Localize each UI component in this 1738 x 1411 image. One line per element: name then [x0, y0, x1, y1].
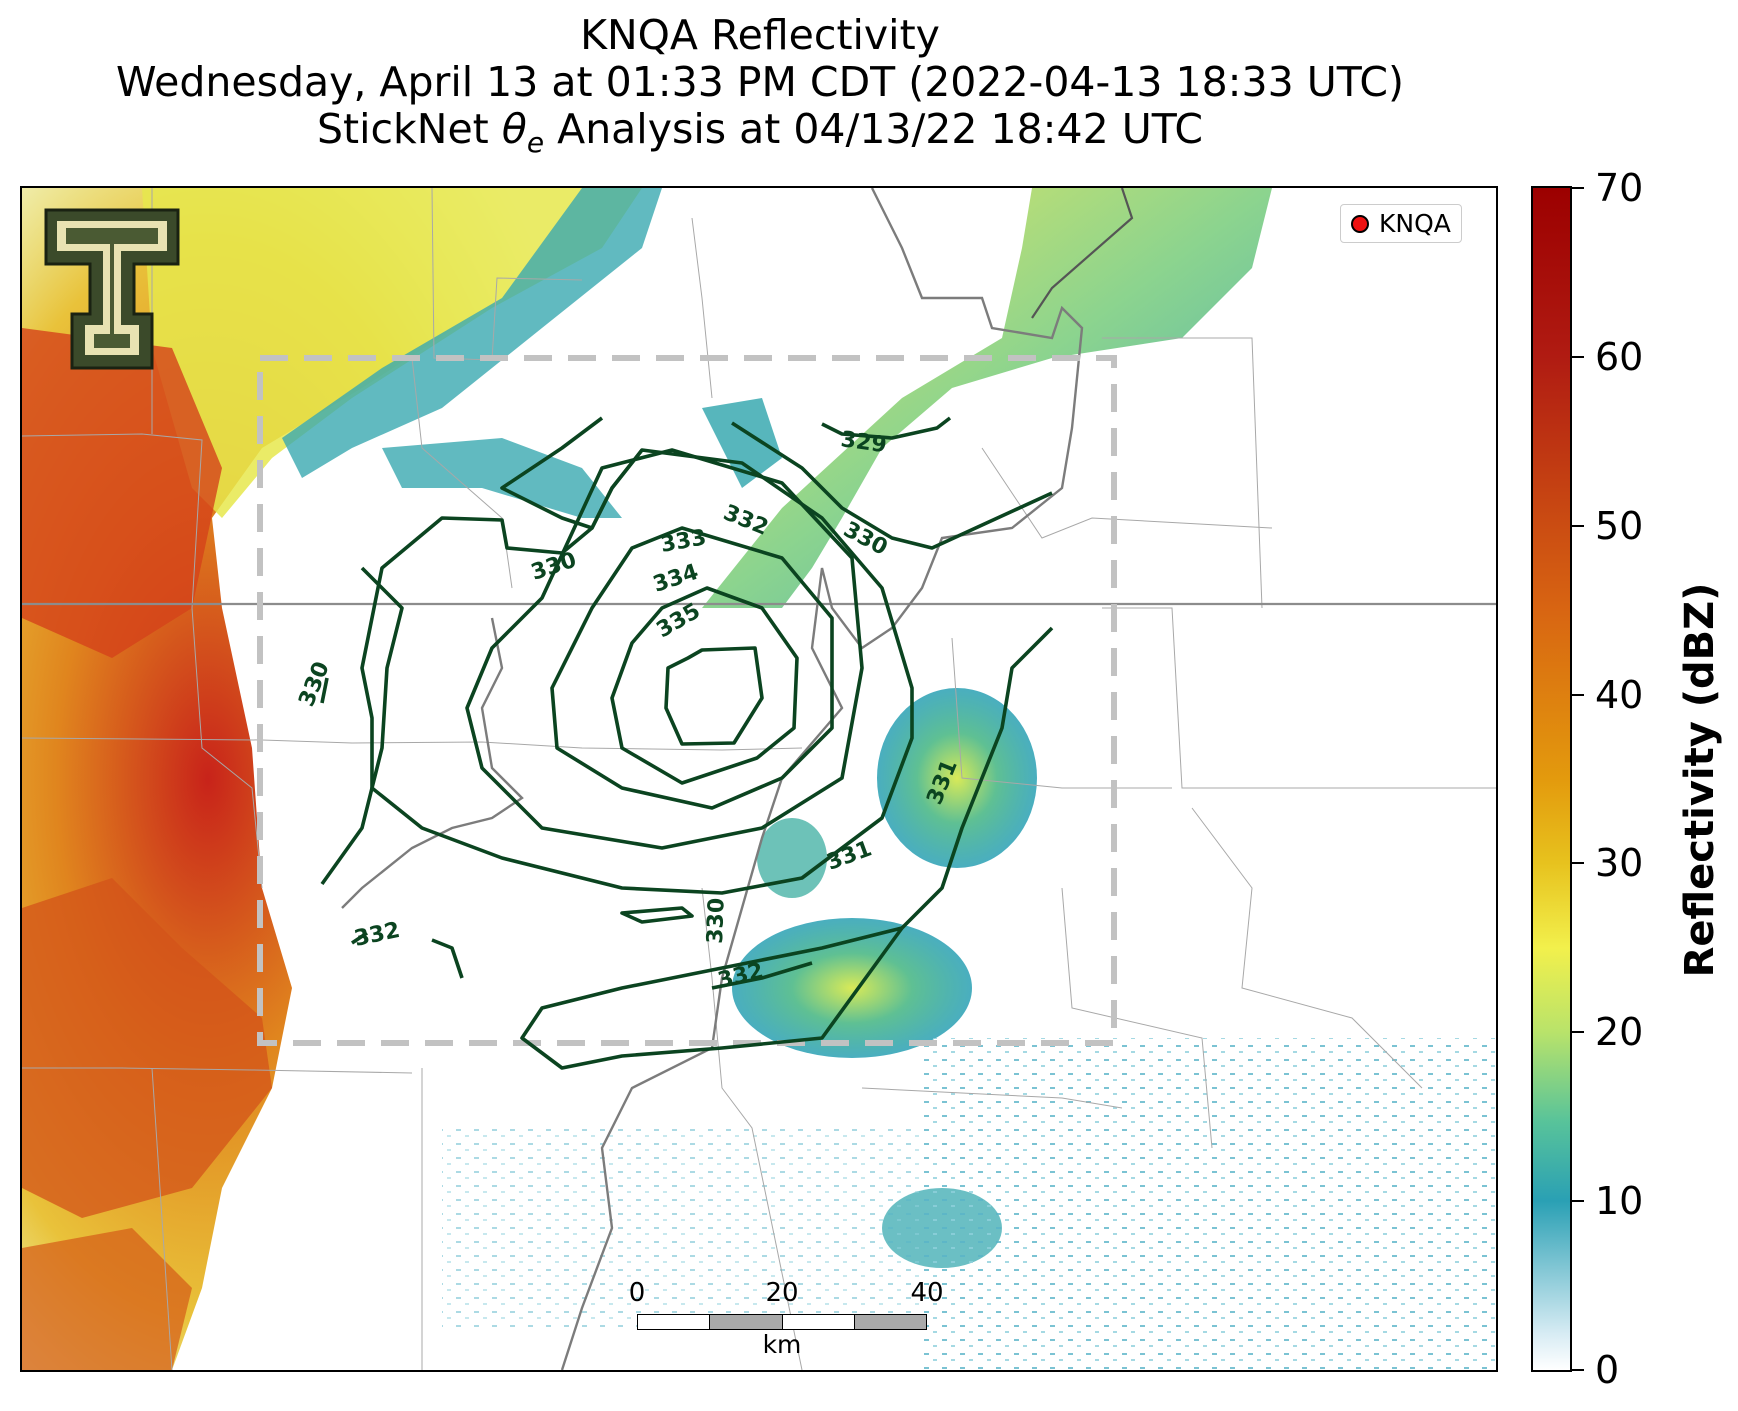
ok-border-ne — [1031, 188, 1134, 319]
river-boundary — [560, 188, 1084, 1370]
contour-330-ne — [731, 421, 1053, 550]
contour-label-group: 329 330 332 333 334 335 330 330 331 331 … — [294, 427, 962, 994]
echo-ne-band — [702, 188, 1272, 608]
echo-speckle-se — [922, 1038, 1496, 1370]
colorbar-tick-label: 50 — [1595, 503, 1644, 548]
scale-segment — [710, 1315, 783, 1329]
colorbar-tick-mark — [1572, 1031, 1584, 1034]
scale-unit: km — [762, 1330, 802, 1359]
echo-west-red-3 — [22, 1228, 192, 1370]
echo-ne-tail — [702, 398, 782, 488]
contour-334 — [610, 586, 799, 785]
colorbar-title: Reflectivity (dBZ) — [1677, 582, 1723, 978]
contour-333 — [550, 526, 834, 810]
contour-label: 332 — [352, 918, 402, 952]
colorbar-tick-mark — [1572, 862, 1584, 865]
colorbar-tick-label: 30 — [1595, 841, 1644, 886]
texas-tech-logo — [44, 208, 180, 370]
echo-west-yellow — [142, 188, 642, 518]
contour-label: 330 — [528, 548, 579, 586]
theta-e-contours — [320, 416, 1054, 1070]
contour-331-inner — [360, 448, 914, 895]
colorbar-tick-label: 20 — [1595, 1010, 1644, 1055]
map-panel[interactable]: 329 330 332 333 334 335 330 330 331 331 … — [20, 186, 1498, 1372]
contour-label: 331 — [824, 836, 876, 875]
contour-331-se — [900, 626, 1054, 930]
scale-tick-label: 0 — [628, 1278, 646, 1308]
colorbar-tick-mark — [1572, 355, 1584, 358]
contour-332 — [465, 448, 864, 850]
echo-mid-band — [382, 438, 622, 518]
contour-330-inner — [620, 906, 694, 924]
scale-segment — [854, 1315, 926, 1329]
contour-label: 330 — [294, 658, 334, 710]
colorbar-tick-mark — [1572, 693, 1584, 696]
contour-330-n — [500, 416, 644, 530]
contour-label: 335 — [653, 599, 705, 644]
scale-bar-segments — [637, 1314, 927, 1330]
title-time: Wednesday, April 13 at 01:33 PM CDT (202… — [116, 58, 1404, 106]
figure-title: KNQA Reflectivity Wednesday, April 13 at… — [0, 12, 1520, 166]
contour-label: 332 — [720, 500, 772, 540]
colorbar-tick-mark — [1572, 187, 1584, 189]
title-analysis-prefix: StickNet — [317, 105, 502, 153]
title-radar: KNQA Reflectivity — [580, 11, 940, 59]
scale-bar: 0 20 40 km — [617, 1278, 944, 1359]
scale-segment — [782, 1315, 855, 1329]
map-legend: KNQA — [1340, 204, 1462, 243]
contour-330-sw — [320, 566, 404, 886]
colorbar-tick-mark — [1572, 524, 1584, 527]
echo-west-teal-edge — [282, 188, 662, 478]
theta-subscript: e — [526, 126, 545, 160]
colorbar-tick-mark — [1572, 1369, 1584, 1371]
colorbar-tick-label: 40 — [1595, 672, 1644, 717]
contour-335 — [664, 646, 764, 746]
contour-332-sw — [351, 931, 464, 979]
county-lines — [22, 188, 1496, 1370]
contour-332-s — [711, 961, 813, 990]
scale-segment — [638, 1315, 711, 1329]
contour-label: 330 — [703, 897, 730, 944]
contour-label: 333 — [659, 525, 709, 558]
colorbar-tick-label: 70 — [1595, 166, 1644, 210]
contour-329 — [821, 416, 952, 440]
legend-label: KNQA — [1379, 209, 1451, 238]
scale-tick-label: 20 — [765, 1278, 799, 1308]
colorbar-tick-label: 60 — [1595, 334, 1644, 379]
colorbar-tick-mark — [1572, 1200, 1584, 1203]
title-analysis: StickNet θe Analysis at 04/13/22 18:42 U… — [0, 106, 1520, 166]
title-analysis-suffix: Analysis at 04/13/22 18:42 UTC — [544, 105, 1203, 153]
theta-symbol: θ — [501, 105, 527, 153]
contour-331-loop — [520, 926, 904, 1070]
radar-site-marker — [1351, 214, 1369, 233]
reflectivity-colorbar — [1531, 186, 1572, 1372]
echo-speckle-s — [442, 1128, 922, 1328]
analysis-domain-box — [257, 355, 1117, 1046]
colorbar-tick-label: 0 — [1595, 1348, 1620, 1392]
colorbar-tick-label: 10 — [1595, 1179, 1644, 1224]
echo-west-red-2 — [22, 878, 272, 1218]
echo-se-cell-1 — [877, 688, 1037, 868]
map-canvas: 329 330 332 333 334 335 330 330 331 331 … — [22, 188, 1496, 1370]
echo-west-red-1 — [22, 328, 222, 658]
river-west — [341, 617, 524, 909]
echo-se-cell-3 — [757, 818, 827, 898]
contour-330-w — [320, 677, 329, 704]
scale-tick-label: 40 — [910, 1278, 944, 1308]
